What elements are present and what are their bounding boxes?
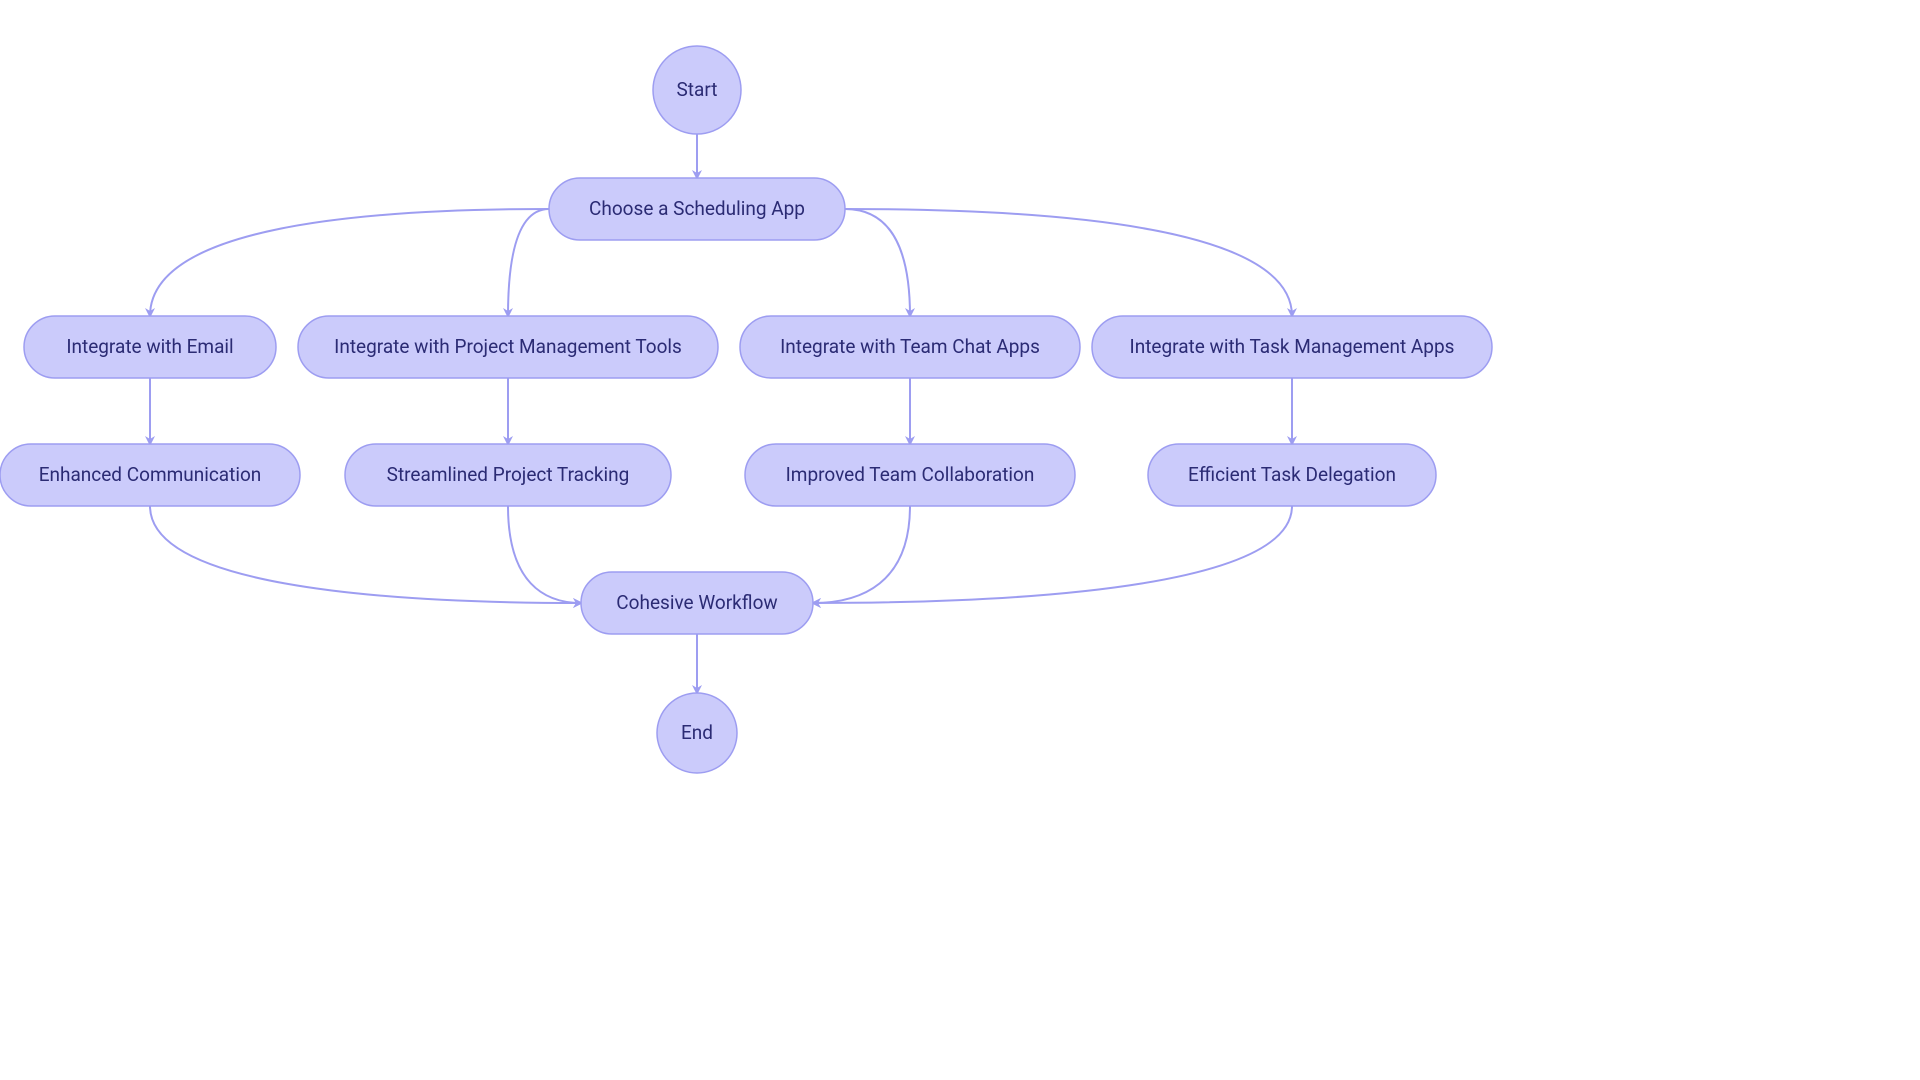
node-int_task: Integrate with Task Management Apps: [1092, 316, 1492, 378]
node-end: End: [657, 693, 737, 773]
node-label-start: Start: [677, 78, 718, 101]
node-out_comm: Enhanced Communication: [0, 444, 300, 506]
edge-out_comm-cohesive: [150, 506, 581, 603]
node-out_collab: Improved Team Collaboration: [745, 444, 1075, 506]
node-label-choose: Choose a Scheduling App: [589, 197, 805, 220]
node-label-int_pm: Integrate with Project Management Tools: [334, 335, 682, 358]
node-label-out_collab: Improved Team Collaboration: [786, 463, 1035, 486]
node-label-out_track: Streamlined Project Tracking: [387, 463, 630, 486]
node-label-int_task: Integrate with Task Management Apps: [1130, 335, 1455, 358]
node-int_chat: Integrate with Team Chat Apps: [740, 316, 1080, 378]
edge-choose-int_task: [845, 209, 1292, 316]
node-label-out_comm: Enhanced Communication: [39, 463, 262, 486]
flowchart-svg: Start Choose a Scheduling App Integrate wi…: [0, 0, 1920, 1080]
node-int_email: Integrate with Email: [24, 316, 276, 378]
node-start: Start: [653, 46, 741, 134]
edge-out_track-cohesive: [508, 506, 581, 603]
node-label-out_deleg: Efficient Task Delegation: [1188, 463, 1396, 486]
node-out_track: Streamlined Project Tracking: [345, 444, 671, 506]
node-choose: Choose a Scheduling App: [549, 178, 845, 240]
edge-out_collab-cohesive: [813, 506, 910, 603]
node-int_pm: Integrate with Project Management Tools: [298, 316, 718, 378]
node-label-end: End: [681, 721, 713, 744]
node-cohesive: Cohesive Workflow: [581, 572, 813, 634]
edge-choose-int_pm: [508, 209, 549, 316]
edge-out_deleg-cohesive: [813, 506, 1292, 603]
nodes-group: Start Choose a Scheduling App Integrate wi…: [0, 46, 1492, 773]
node-label-cohesive: Cohesive Workflow: [616, 591, 777, 614]
node-label-int_chat: Integrate with Team Chat Apps: [780, 335, 1040, 358]
edge-choose-int_chat: [845, 209, 910, 316]
node-label-int_email: Integrate with Email: [66, 335, 233, 358]
node-out_deleg: Efficient Task Delegation: [1148, 444, 1436, 506]
edge-choose-int_email: [150, 209, 549, 316]
